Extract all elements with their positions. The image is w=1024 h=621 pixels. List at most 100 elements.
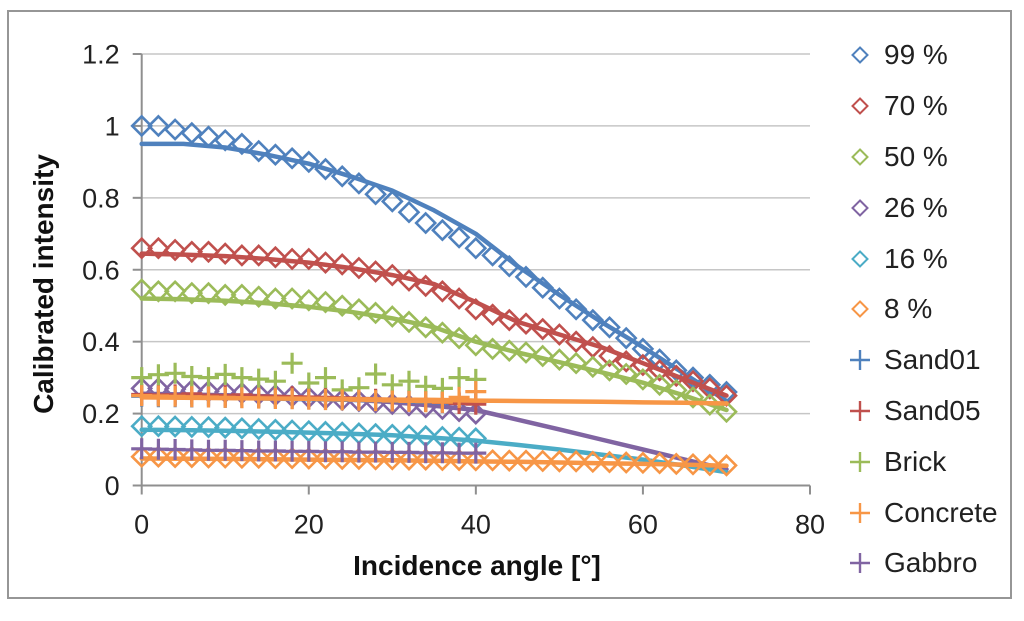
x-axis-title: Incidence angle [°] bbox=[353, 550, 601, 581]
marker-diamond bbox=[548, 450, 571, 473]
marker-plus bbox=[448, 367, 470, 389]
marker-diamond bbox=[598, 450, 621, 474]
legend-marker-plus-icon bbox=[850, 553, 870, 574]
fit-line-16 bbox=[139, 427, 729, 475]
series-concrete bbox=[131, 381, 729, 413]
gridlines bbox=[141, 53, 810, 415]
marker-diamond bbox=[330, 253, 354, 276]
series-gabbro bbox=[131, 438, 487, 464]
legend-label: 8 % bbox=[884, 293, 933, 325]
marker-diamond bbox=[347, 447, 371, 471]
legend-label: Sand05 bbox=[884, 394, 981, 426]
legend-label: 70 % bbox=[884, 90, 948, 122]
legend-label: Concrete bbox=[884, 496, 998, 528]
axes bbox=[132, 53, 811, 495]
marker-diamond bbox=[280, 146, 304, 170]
series-50 bbox=[130, 278, 738, 424]
marker-plus bbox=[465, 442, 487, 464]
marker-diamond bbox=[130, 445, 154, 469]
y-tick-label: 0.4 bbox=[82, 327, 120, 357]
marker-diamond bbox=[230, 132, 254, 156]
series-99 bbox=[130, 114, 738, 404]
marker-plus bbox=[248, 368, 270, 390]
marker-diamond bbox=[347, 256, 371, 280]
legend-item-sand05: Sand05 bbox=[845, 386, 998, 437]
marker-diamond bbox=[180, 415, 204, 439]
legend-label: Gabbro bbox=[884, 547, 978, 579]
marker-diamond bbox=[414, 211, 438, 235]
marker-diamond bbox=[397, 448, 421, 471]
marker-diamond bbox=[364, 301, 387, 325]
marker-diamond bbox=[447, 226, 471, 249]
legend-marker-plus-icon bbox=[850, 502, 870, 523]
marker-diamond bbox=[213, 416, 237, 439]
marker-diamond bbox=[247, 446, 271, 470]
marker-plus bbox=[315, 367, 336, 389]
marker-diamond bbox=[247, 417, 271, 441]
legend-marker-diamond-icon bbox=[851, 198, 869, 217]
x-tick-label: 0 bbox=[134, 510, 149, 540]
marker-diamond bbox=[314, 251, 337, 274]
marker-diamond bbox=[698, 453, 722, 477]
marker-diamond bbox=[330, 294, 354, 318]
marker-diamond bbox=[147, 236, 170, 260]
series-70 bbox=[130, 236, 738, 407]
marker-diamond bbox=[380, 447, 404, 471]
marker-diamond bbox=[147, 414, 170, 438]
marker-plus bbox=[398, 370, 420, 392]
legend-marker-diamond-icon bbox=[851, 300, 869, 319]
marker-diamond bbox=[614, 362, 638, 386]
marker-diamond bbox=[197, 446, 220, 469]
marker-diamond bbox=[230, 283, 254, 307]
y-tick-label: 1 bbox=[105, 111, 120, 141]
marker-diamond bbox=[431, 218, 454, 242]
marker-diamond bbox=[230, 244, 254, 267]
marker-diamond bbox=[264, 143, 287, 167]
marker-diamond bbox=[230, 416, 254, 440]
legend-item-16: 16 % bbox=[845, 233, 998, 284]
marker-diamond bbox=[180, 445, 204, 469]
fit-line-50 bbox=[139, 296, 729, 413]
marker-diamond bbox=[464, 448, 488, 472]
legend-item-8: 8 % bbox=[845, 284, 998, 335]
legend-marker-diamond-icon bbox=[851, 46, 869, 65]
marker-diamond bbox=[648, 451, 671, 475]
y-tick-label: 0.2 bbox=[82, 399, 120, 429]
legend-label: 99 % bbox=[884, 39, 948, 71]
marker-diamond bbox=[147, 114, 170, 138]
x-tick-label: 40 bbox=[461, 510, 491, 540]
legend-item-99: 99 % bbox=[845, 30, 998, 81]
x-tick-label: 20 bbox=[294, 510, 324, 540]
marker-diamond bbox=[280, 419, 304, 442]
marker-diamond bbox=[264, 446, 287, 470]
marker-diamond bbox=[715, 454, 738, 477]
marker-plus bbox=[131, 367, 153, 389]
y-axis-title: Calibrated intensity bbox=[28, 154, 59, 414]
marker-diamond bbox=[264, 245, 287, 269]
series-brick bbox=[131, 352, 487, 401]
marker-diamond bbox=[264, 418, 287, 442]
marker-diamond bbox=[247, 285, 271, 309]
marker-diamond bbox=[247, 244, 271, 267]
marker-diamond bbox=[631, 368, 655, 391]
marker-diamond bbox=[264, 287, 287, 310]
legend-marker-plus-icon bbox=[850, 350, 870, 371]
marker-diamond bbox=[531, 449, 555, 473]
marker-diamond bbox=[130, 114, 154, 138]
marker-diamond bbox=[364, 260, 387, 283]
chart-frame bbox=[7, 10, 1012, 599]
marker-diamond bbox=[280, 247, 304, 271]
marker-diamond bbox=[147, 445, 170, 469]
marker-diamond bbox=[247, 139, 271, 163]
marker-diamond bbox=[297, 150, 321, 174]
legend-marker-diamond-icon bbox=[851, 148, 869, 166]
marker-plus bbox=[198, 367, 219, 389]
marker-diamond bbox=[130, 236, 154, 260]
marker-diamond bbox=[297, 419, 321, 443]
marker-diamond bbox=[180, 281, 204, 305]
marker-diamond bbox=[297, 447, 321, 470]
legend-item-sand01: Sand01 bbox=[845, 335, 998, 386]
legend-item-gabbro: Gabbro bbox=[845, 538, 998, 589]
marker-diamond bbox=[213, 128, 237, 152]
